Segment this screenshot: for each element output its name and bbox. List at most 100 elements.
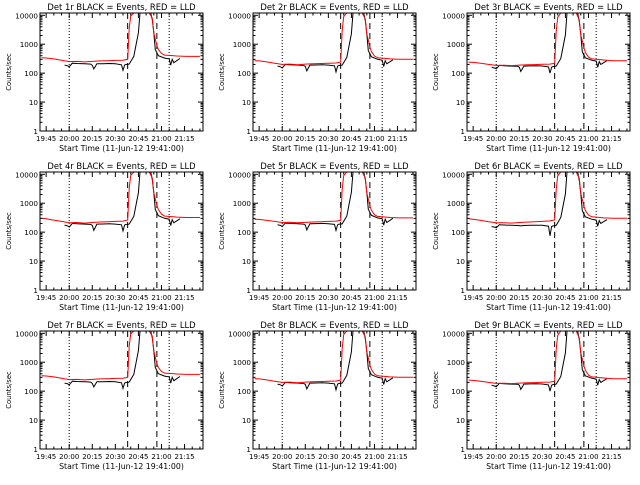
y-tick-label: 1: [33, 286, 38, 295]
x-tick-label: 21:15: [387, 453, 407, 461]
plot-frame: [39, 12, 204, 132]
plot-frame: [252, 12, 417, 132]
x-axis-label: Start Time (11-Jun-12 19:41:00): [272, 303, 397, 312]
series-lld-line: [41, 171, 200, 224]
y-tick-label: 1: [460, 445, 465, 454]
y-tick-label: 10000: [228, 329, 251, 338]
x-tick-label: 21:15: [387, 294, 407, 302]
series-events-line: [64, 12, 181, 73]
x-tick-label: 20:15: [295, 453, 315, 461]
x-tick-label: 20:30: [318, 135, 338, 143]
x-tick-label: 20:45: [128, 135, 148, 143]
x-tick-label: 20:45: [555, 135, 575, 143]
y-axis-label: Counts/sec: [5, 371, 13, 409]
y-tick-label: 1000: [233, 199, 252, 208]
x-axis-label: Start Time (11-Jun-12 19:41:00): [272, 462, 397, 471]
y-tick-label: 10000: [442, 11, 465, 20]
y-tick-label: 100: [451, 228, 465, 237]
x-axis-label: Start Time (11-Jun-12 19:41:00): [486, 462, 611, 471]
series-events-line: [277, 330, 394, 392]
y-tick-label: 1000: [20, 358, 39, 367]
series-events-line: [491, 12, 608, 74]
y-tick-label: 10: [242, 416, 252, 425]
series-lld-line: [468, 330, 627, 385]
y-tick-label: 100: [24, 69, 38, 78]
panel-title: Det 2r BLACK = Events, RED = LLD: [260, 2, 408, 12]
y-axis-label: Counts/sec: [432, 212, 440, 250]
series-events-line: [491, 330, 608, 392]
y-tick-label: 10: [242, 257, 252, 266]
y-axis-label: Counts/sec: [5, 53, 13, 91]
x-tick-label: 21:00: [151, 453, 171, 461]
x-tick-label: 20:30: [532, 453, 552, 461]
y-tick-label: 100: [451, 387, 465, 396]
x-tick-label: 21:00: [578, 294, 598, 302]
x-tick-label: 20:00: [486, 294, 506, 302]
y-tick-label: 10: [456, 98, 466, 107]
x-tick-label: 21:15: [601, 294, 621, 302]
x-tick-label: 21:00: [364, 135, 384, 143]
x-tick-label: 20:45: [341, 294, 361, 302]
y-tick-label: 1: [460, 127, 465, 136]
x-tick-label: 21:15: [174, 135, 194, 143]
x-tick-label: 19:45: [463, 294, 483, 302]
series-lld-line: [254, 12, 413, 66]
x-tick-label: 20:15: [82, 135, 102, 143]
plot-frame: [39, 330, 204, 450]
x-axis-label: Start Time (11-Jun-12 19:41:00): [59, 303, 184, 312]
y-tick-label: 10: [29, 257, 39, 266]
x-tick-label: 19:45: [249, 453, 269, 461]
x-tick-label: 20:15: [509, 294, 529, 302]
x-tick-label: 20:30: [105, 135, 125, 143]
y-tick-label: 100: [237, 387, 251, 396]
x-tick-label: 19:45: [36, 453, 56, 461]
y-axis-label: Counts/sec: [5, 212, 13, 250]
y-tick-label: 100: [237, 228, 251, 237]
series-events-line: [64, 330, 181, 391]
panel-title: Det 3r BLACK = Events, RED = LLD: [474, 2, 622, 12]
detector-panel-1: Det 1r BLACK = Events, RED = LLD 1 10 100 10…: [5, 2, 204, 153]
plot-frame: [39, 171, 204, 291]
y-tick-label: 10: [29, 98, 39, 107]
x-tick-label: 20:15: [509, 453, 529, 461]
panel-title: Det 1r BLACK = Events, RED = LLD: [47, 2, 195, 12]
y-axis-label: Counts/sec: [432, 371, 440, 409]
x-tick-label: 20:45: [128, 453, 148, 461]
y-tick-label: 1: [33, 127, 38, 136]
y-tick-label: 100: [24, 387, 38, 396]
y-tick-label: 100: [237, 69, 251, 78]
x-tick-label: 21:15: [601, 135, 621, 143]
y-axis-label: Counts/sec: [218, 371, 226, 409]
y-tick-label: 10000: [15, 170, 38, 179]
x-tick-label: 20:45: [128, 294, 148, 302]
y-tick-label: 1: [246, 127, 251, 136]
y-tick-label: 100: [451, 69, 465, 78]
x-tick-label: 20:45: [341, 135, 361, 143]
x-tick-label: 21:15: [174, 453, 194, 461]
x-tick-label: 20:45: [555, 453, 575, 461]
x-tick-label: 21:00: [151, 135, 171, 143]
plot-frame: [252, 330, 417, 450]
x-tick-label: 19:45: [249, 294, 269, 302]
y-tick-label: 10: [29, 416, 39, 425]
x-tick-label: 20:00: [272, 453, 292, 461]
detector-panel-4: Det 4r BLACK = Events, RED = LLD 1 10 100 10…: [5, 161, 204, 312]
x-axis-label: Start Time (11-Jun-12 19:41:00): [59, 462, 184, 471]
series-lld-line: [41, 12, 200, 63]
x-tick-label: 20:00: [486, 453, 506, 461]
detector-panel-6: Det 6r BLACK = Events, RED = LLD 1 10 100 10…: [432, 161, 631, 312]
series-lld-line: [468, 12, 627, 67]
panel-title: Det 6r BLACK = Events, RED = LLD: [474, 161, 622, 171]
series-lld-line: [41, 330, 200, 381]
detector-panel-2: Det 2r BLACK = Events, RED = LLD 1 10 100 10…: [218, 2, 417, 153]
detector-panel-8: Det 8r BLACK = Events, RED = LLD 1 10 100 10…: [218, 320, 417, 471]
x-tick-label: 21:15: [601, 453, 621, 461]
series-lld-line: [468, 171, 627, 224]
y-tick-label: 1000: [447, 40, 466, 49]
x-tick-label: 20:15: [295, 135, 315, 143]
y-tick-label: 1: [33, 445, 38, 454]
x-tick-label: 21:00: [578, 135, 598, 143]
x-tick-label: 21:00: [364, 453, 384, 461]
